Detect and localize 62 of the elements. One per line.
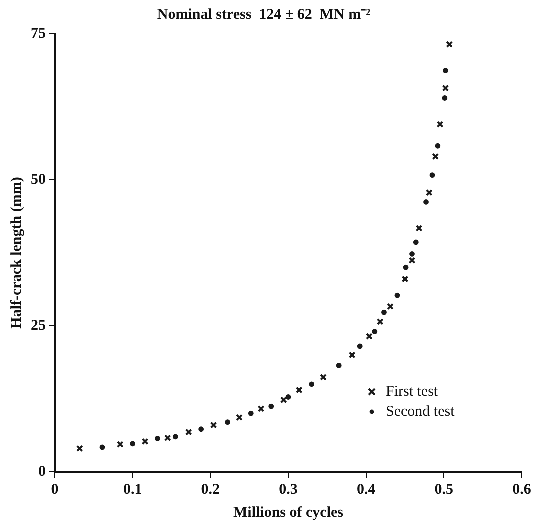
point — [142, 438, 149, 446]
point — [130, 441, 136, 447]
point — [258, 405, 265, 412]
point — [402, 276, 409, 283]
point — [225, 420, 230, 426]
point — [236, 414, 243, 422]
point — [296, 386, 303, 394]
point — [442, 84, 450, 92]
x-tick-label: 0.6 — [512, 482, 532, 498]
point — [309, 382, 315, 388]
x-tick-label: 0.4 — [356, 482, 376, 498]
point — [432, 153, 440, 160]
y-tick-label: 0 — [38, 464, 46, 480]
point — [320, 374, 327, 381]
y-tick-label: 25 — [31, 318, 46, 334]
legend-label: First test — [386, 384, 439, 400]
x-axis-title: Millions of cycles — [234, 504, 344, 521]
point — [403, 264, 409, 270]
point — [164, 434, 172, 442]
point — [446, 41, 454, 48]
x-tick-label: 0.5 — [434, 482, 454, 498]
point — [442, 96, 448, 101]
point — [185, 428, 192, 436]
point — [372, 329, 378, 335]
y-tick-label: 50 — [31, 172, 46, 188]
y-axis-title: Half-crack length (mm) — [8, 177, 25, 329]
point — [416, 224, 423, 232]
point — [248, 410, 254, 416]
point — [172, 434, 178, 440]
point — [443, 68, 448, 74]
x-tick-label: 0.2 — [201, 482, 220, 498]
point — [376, 318, 384, 326]
point — [435, 143, 441, 149]
point — [280, 396, 288, 404]
point — [268, 404, 274, 410]
point — [426, 189, 433, 196]
chart-title: Nominal stress 124 ± 62 MN m⁻² — [157, 6, 372, 23]
point — [198, 426, 204, 432]
point — [155, 436, 160, 442]
point — [410, 251, 415, 257]
point — [382, 310, 387, 316]
point — [348, 352, 356, 359]
point — [100, 444, 106, 450]
point — [413, 240, 419, 246]
point — [76, 445, 84, 452]
point — [408, 257, 416, 264]
x-tick-label: 0.1 — [123, 482, 142, 498]
y-tick-label: 75 — [31, 26, 46, 42]
legend-label: Second test — [386, 404, 456, 420]
point — [210, 422, 218, 429]
point — [430, 172, 436, 178]
point — [386, 303, 394, 310]
point — [424, 199, 429, 205]
point — [286, 394, 292, 400]
point — [436, 121, 444, 128]
point — [357, 344, 363, 350]
point — [366, 333, 373, 340]
point — [394, 292, 400, 298]
point — [336, 363, 342, 368]
x-tick-label: 0.3 — [279, 482, 298, 498]
point — [116, 441, 124, 448]
x-tick-label: 0 — [51, 482, 59, 498]
